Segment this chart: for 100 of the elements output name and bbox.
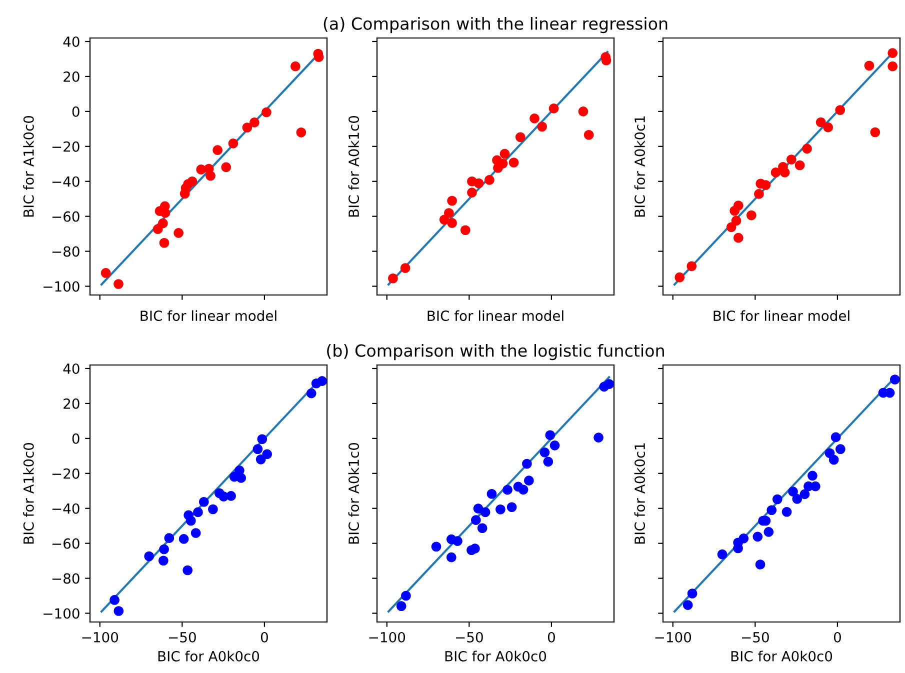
point	[158, 218, 168, 228]
y-tick-label: 40	[63, 36, 80, 47]
y-tick-label: −20	[52, 468, 80, 479]
point	[808, 470, 818, 481]
y-tick-label: 0	[72, 433, 80, 444]
point	[738, 534, 749, 544]
point	[530, 114, 540, 124]
point	[543, 456, 554, 467]
point	[159, 238, 170, 248]
point	[836, 444, 846, 454]
point	[537, 122, 547, 132]
point	[508, 158, 519, 168]
x-tick-label: 0	[260, 632, 268, 642]
point	[290, 61, 300, 72]
point	[800, 489, 810, 500]
x-axis-title: BIC for linear model	[140, 310, 276, 322]
point	[524, 476, 534, 486]
point	[578, 106, 588, 116]
y-tick-label: 0	[72, 106, 80, 117]
point	[208, 504, 218, 514]
point	[772, 494, 782, 504]
point	[780, 168, 790, 178]
chart-title: (a) Comparison with the linear regression	[324, 17, 668, 34]
point	[686, 261, 697, 272]
point	[480, 507, 490, 518]
point	[484, 175, 494, 185]
x-axis-title: BIC for A0k0c0	[158, 650, 260, 662]
point	[452, 536, 462, 546]
point	[830, 432, 841, 442]
point	[764, 527, 774, 537]
point	[594, 432, 604, 442]
point	[687, 588, 698, 598]
y-axis-title: BIC for A1k0c0	[23, 442, 34, 544]
x-axis-title: BIC for A0k0c0	[731, 650, 832, 662]
point	[545, 430, 556, 440]
point	[870, 127, 880, 138]
point	[733, 232, 744, 243]
point	[770, 168, 781, 178]
point	[726, 222, 736, 232]
point	[477, 523, 488, 534]
x-tick-label: −100	[369, 632, 406, 642]
point	[396, 601, 406, 611]
point	[766, 505, 777, 516]
x-tick-label: −100	[82, 632, 118, 642]
point	[810, 481, 820, 492]
y-axis-title: BIC for A0k0c1	[634, 116, 646, 217]
point	[496, 504, 506, 514]
point	[786, 154, 796, 164]
point	[401, 590, 411, 601]
x-tick-label: −50	[742, 632, 769, 642]
point	[447, 196, 457, 206]
y-tick-label: −80	[52, 573, 80, 584]
point	[212, 145, 222, 155]
y-tick-label: −20	[52, 141, 80, 152]
y-tick-label: −40	[52, 503, 80, 514]
point	[782, 506, 792, 517]
point	[500, 148, 510, 159]
point	[890, 374, 900, 384]
point	[306, 388, 316, 398]
point	[114, 279, 124, 289]
point	[317, 376, 327, 386]
point	[788, 486, 798, 496]
y-tick-label: −40	[52, 176, 80, 187]
point	[444, 208, 454, 218]
point	[160, 208, 170, 218]
x-tick-label: 0	[548, 632, 555, 642]
point	[584, 130, 594, 140]
point	[174, 228, 184, 238]
point	[447, 218, 457, 228]
point	[110, 595, 120, 605]
point	[816, 117, 826, 128]
point	[792, 494, 802, 504]
x-tick-label: −100	[655, 632, 692, 642]
y-tick-label: −60	[52, 211, 80, 222]
point	[467, 188, 477, 198]
point	[746, 210, 756, 220]
point	[888, 48, 898, 58]
point	[515, 132, 526, 142]
point	[471, 515, 481, 525]
point	[250, 118, 260, 128]
point	[682, 600, 693, 610]
x-tick-label: −50	[168, 632, 196, 642]
point	[206, 170, 216, 181]
y-tick-label: 20	[64, 398, 80, 409]
point	[256, 454, 266, 464]
point	[506, 502, 517, 512]
point	[431, 542, 442, 552]
point	[550, 440, 560, 450]
point	[835, 105, 845, 115]
point	[755, 560, 766, 570]
point	[540, 448, 550, 458]
point	[731, 216, 742, 226]
point	[100, 268, 111, 278]
point	[221, 162, 232, 172]
point	[182, 565, 193, 576]
point	[159, 544, 169, 554]
y-tick-label: −60	[52, 538, 80, 549]
y-tick-label: −80	[52, 246, 80, 257]
point	[262, 449, 272, 460]
chart-title: (b) Comparison with the logistic function	[327, 344, 664, 360]
